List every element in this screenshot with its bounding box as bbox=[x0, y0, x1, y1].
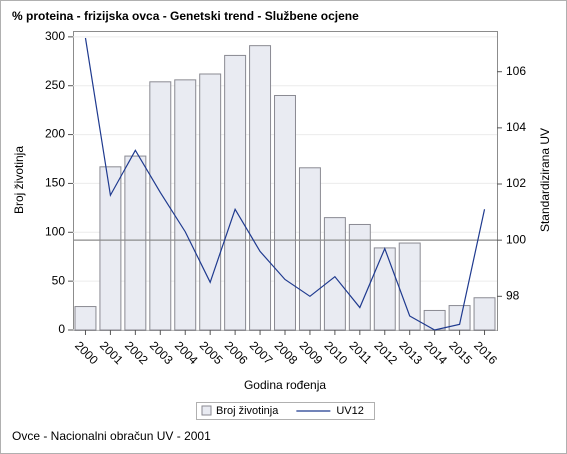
legend-box bbox=[196, 402, 375, 420]
y2-tick-label: 106 bbox=[506, 64, 526, 78]
legend-label: UV12 bbox=[336, 405, 364, 417]
y-tick-label: 300 bbox=[45, 29, 65, 43]
x-axis-label: Godina rođenja bbox=[244, 378, 326, 392]
y2-tick-label: 98 bbox=[506, 288, 520, 302]
y2-tick-label: 104 bbox=[506, 120, 526, 134]
bar bbox=[423, 309, 446, 331]
bar bbox=[373, 247, 396, 331]
bar bbox=[274, 94, 296, 331]
bar bbox=[74, 306, 97, 331]
line bbox=[84, 37, 486, 331]
y2-tick-label: 100 bbox=[506, 232, 526, 246]
y2-tick-label: 102 bbox=[506, 176, 526, 190]
y-tick-label: 50 bbox=[52, 273, 66, 287]
y-tick-label: 0 bbox=[58, 322, 65, 336]
bar bbox=[249, 45, 272, 331]
bar bbox=[99, 166, 122, 331]
chart-title: % proteina - frizijska ovca - Genetski t… bbox=[12, 9, 359, 23]
bar bbox=[473, 297, 496, 331]
y-tick-label: 200 bbox=[45, 127, 65, 141]
y-tick-label: 150 bbox=[45, 176, 65, 190]
bar bbox=[174, 79, 197, 331]
bar bbox=[149, 81, 172, 331]
bar bbox=[298, 167, 321, 331]
bar bbox=[323, 217, 346, 331]
footnote: Ovce - Nacionalni obračun UV - 2001 bbox=[12, 429, 211, 443]
y-axis-label: Broj životinja bbox=[12, 146, 26, 214]
y-tick-label: 250 bbox=[45, 78, 65, 92]
y-tick-label: 100 bbox=[45, 224, 65, 238]
bar bbox=[224, 54, 247, 331]
bar bbox=[124, 155, 147, 331]
bar bbox=[199, 73, 222, 331]
y2-axis-label: Standardizirana UV bbox=[538, 128, 552, 232]
legend-label: Broj životinja bbox=[216, 405, 279, 417]
bar bbox=[398, 242, 421, 331]
legend-swatch bbox=[201, 405, 212, 416]
